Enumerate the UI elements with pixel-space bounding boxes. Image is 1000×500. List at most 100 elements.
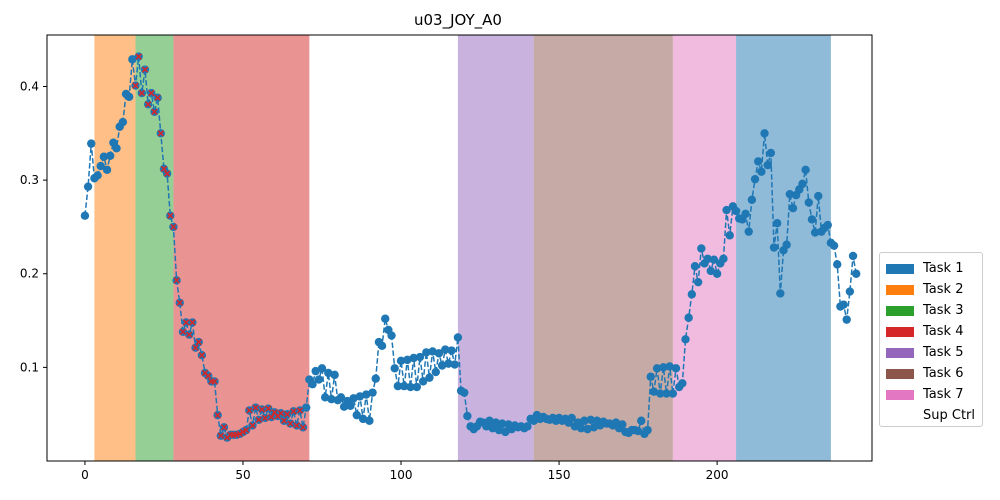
data-point <box>687 290 697 299</box>
x-mark <box>138 89 145 97</box>
data-point <box>703 254 712 263</box>
data-point <box>327 395 336 404</box>
legend-label: Sup Ctrl <box>923 408 976 423</box>
data-point <box>501 427 510 437</box>
data-point <box>409 353 418 363</box>
x-mark <box>265 405 272 412</box>
data-point <box>823 220 832 230</box>
task-span-task-4 <box>173 35 310 461</box>
x-mark <box>258 406 266 413</box>
x-mark <box>167 212 174 219</box>
data-point <box>804 198 813 207</box>
data-point <box>583 424 592 434</box>
data-point <box>485 416 494 425</box>
data-point <box>308 380 317 389</box>
legend-swatch <box>886 410 914 421</box>
data-point <box>349 394 358 403</box>
data-point <box>839 300 848 309</box>
data-point <box>662 389 671 398</box>
data-point <box>434 349 444 358</box>
data-point <box>425 373 434 382</box>
x-mark <box>144 101 152 108</box>
data-point <box>754 157 763 166</box>
legend-item-task-7: Task 7 <box>886 384 976 405</box>
x-mark <box>141 66 149 73</box>
x-mark <box>154 94 161 101</box>
task-span-task-2 <box>94 35 136 461</box>
data-point <box>387 331 396 340</box>
data-point <box>99 152 109 161</box>
data-point <box>785 189 795 199</box>
data-point <box>422 348 431 357</box>
x-mark <box>261 414 269 422</box>
legend-item-task-5: Task 5 <box>886 342 976 363</box>
x-mark <box>205 372 212 379</box>
data-point <box>444 359 453 368</box>
task-span-task-6 <box>533 35 673 461</box>
legend-label: Task 6 <box>923 366 964 381</box>
data-point <box>814 191 823 201</box>
data-point <box>346 401 355 410</box>
legend-label: Task 7 <box>923 387 964 402</box>
data-point <box>725 231 734 240</box>
y-tick-label: 0.1 <box>20 360 39 374</box>
data-point <box>782 240 791 249</box>
data-point <box>712 269 722 278</box>
data-point <box>437 361 447 370</box>
plot-frame <box>46 34 873 462</box>
data-point <box>368 388 377 397</box>
data-point <box>317 364 327 373</box>
data-point <box>851 269 861 278</box>
data-point <box>757 167 766 176</box>
data-point <box>719 254 728 263</box>
legend-swatch <box>886 326 914 337</box>
data-point <box>709 255 719 264</box>
data-point <box>706 266 715 276</box>
x-mark <box>189 319 196 326</box>
x-mark <box>198 352 206 359</box>
data-point <box>829 241 839 250</box>
x-mark <box>173 277 180 284</box>
data-point <box>722 205 731 215</box>
x-mark <box>132 82 139 89</box>
data-point <box>649 387 659 396</box>
x-mark <box>160 165 168 173</box>
x-mark <box>280 417 288 424</box>
data-point <box>460 388 469 397</box>
data-point <box>637 416 646 425</box>
x-mark <box>255 416 262 423</box>
data-point <box>311 366 320 376</box>
legend-swatch <box>886 347 914 358</box>
data-point <box>96 161 105 171</box>
data-point <box>763 160 772 170</box>
x-tick-label: 50 <box>235 468 250 482</box>
data-point <box>324 368 333 378</box>
legend-label: Task 2 <box>923 282 964 297</box>
data-point <box>580 416 589 425</box>
data-point <box>463 411 472 421</box>
data-point <box>450 360 459 369</box>
legend-label: Task 3 <box>923 303 964 318</box>
series-marks-group <box>132 53 307 441</box>
y-tick-label: 0.4 <box>20 79 39 93</box>
data-point <box>750 174 760 184</box>
x-mark <box>214 411 221 419</box>
data-point <box>124 92 134 101</box>
legend-item-task-2: Task 2 <box>886 279 976 300</box>
legend-swatch <box>886 368 914 379</box>
data-point <box>801 165 810 175</box>
x-mark <box>239 428 247 436</box>
data-point <box>453 333 463 342</box>
data-point <box>769 243 779 252</box>
x-mark <box>236 430 243 438</box>
data-point <box>697 244 706 253</box>
x-mark <box>186 331 193 338</box>
x-mark <box>246 407 253 414</box>
data-point <box>441 345 450 354</box>
x-mark <box>249 422 256 429</box>
data-point <box>766 148 776 158</box>
x-mark <box>151 108 158 115</box>
x-mark <box>163 170 171 177</box>
data-point <box>586 415 595 425</box>
data-point <box>684 313 693 322</box>
